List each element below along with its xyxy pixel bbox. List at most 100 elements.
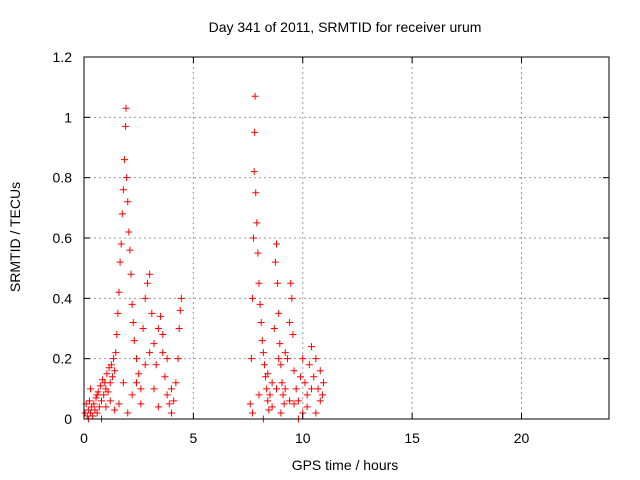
data-point — [260, 361, 268, 369]
y-tick-label: 0.4 — [53, 290, 73, 306]
data-point — [100, 391, 108, 399]
data-point — [308, 343, 315, 351]
data-point — [288, 294, 296, 302]
data-point — [110, 355, 118, 363]
data-point — [119, 186, 127, 194]
data-point — [270, 325, 278, 332]
chart-title: Day 341 of 2011, SRMTID for receiver uru… — [209, 19, 482, 35]
data-point — [264, 370, 272, 378]
data-point — [133, 379, 140, 387]
data-point — [146, 349, 154, 357]
data-point — [276, 340, 284, 348]
data-point — [255, 279, 263, 287]
data-point — [268, 379, 276, 387]
data-point — [137, 400, 145, 408]
x-tick-label: 20 — [514, 430, 530, 446]
data-point — [248, 409, 256, 417]
data-point — [275, 355, 283, 363]
data-point — [264, 397, 272, 405]
data-point — [257, 318, 265, 326]
y-tick-label: 0.6 — [53, 230, 73, 246]
data-point — [251, 128, 259, 136]
data-points — [81, 92, 328, 423]
data-point — [316, 367, 324, 375]
data-point — [133, 355, 140, 363]
data-point — [103, 370, 111, 378]
data-point — [122, 104, 130, 112]
data-point — [117, 240, 125, 248]
data-point — [115, 400, 123, 408]
data-point — [87, 385, 95, 393]
data-point — [163, 391, 171, 399]
data-point — [85, 397, 93, 405]
data-point — [177, 294, 185, 302]
data-point — [128, 391, 136, 399]
data-point — [175, 325, 183, 332]
data-point — [148, 309, 156, 317]
data-point — [115, 288, 123, 296]
data-point — [320, 379, 328, 387]
data-point — [277, 361, 285, 369]
data-point — [254, 249, 262, 257]
data-point — [168, 409, 175, 417]
x-tick-label: 15 — [404, 430, 420, 446]
data-point — [92, 394, 100, 402]
data-point — [273, 385, 280, 393]
data-point — [125, 228, 133, 236]
data-point — [246, 400, 254, 408]
data-point — [128, 300, 136, 308]
data-point — [143, 279, 151, 287]
data-point — [130, 337, 138, 345]
data-point — [146, 270, 154, 278]
data-point — [113, 331, 121, 339]
data-point — [259, 349, 267, 357]
data-point — [250, 234, 258, 242]
y-tick-label: 1.2 — [53, 49, 73, 65]
data-point — [263, 385, 271, 393]
data-point — [277, 409, 285, 417]
data-point — [129, 318, 137, 326]
data-point — [258, 337, 266, 345]
data-point — [154, 403, 162, 411]
data-point — [279, 391, 287, 399]
data-point — [90, 400, 98, 408]
data-point — [112, 349, 120, 357]
data-point — [310, 373, 318, 381]
data-point — [123, 174, 131, 182]
data-point — [294, 397, 302, 405]
data-point — [290, 400, 298, 408]
data-point — [292, 385, 300, 393]
data-point — [301, 379, 309, 387]
data-point — [271, 258, 279, 266]
data-point — [107, 361, 115, 369]
data-point — [265, 406, 273, 414]
data-point — [281, 349, 289, 357]
data-point — [141, 361, 149, 369]
data-point — [266, 391, 274, 399]
x-axis-label: GPS time / hours — [292, 457, 399, 473]
data-point — [96, 382, 104, 390]
data-point — [98, 397, 105, 405]
data-point — [247, 355, 255, 363]
data-point — [104, 388, 112, 396]
y-axis-label: SRMTID / TECUs — [7, 182, 23, 292]
data-point — [111, 406, 119, 414]
x-tick-label: 5 — [189, 430, 197, 446]
data-point — [141, 294, 149, 302]
data-point — [168, 385, 175, 393]
data-point — [303, 391, 311, 399]
data-point — [126, 246, 134, 254]
data-point — [118, 210, 126, 218]
data-point — [278, 379, 286, 387]
data-point — [314, 385, 322, 393]
data-point — [286, 397, 294, 405]
x-tick-label: 0 — [80, 430, 88, 446]
data-point — [303, 403, 311, 411]
data-point — [281, 385, 289, 393]
data-point — [150, 340, 158, 348]
data-point — [252, 189, 260, 197]
data-point — [251, 92, 259, 100]
data-point — [102, 403, 110, 411]
data-point — [152, 361, 160, 369]
data-point — [290, 367, 298, 375]
